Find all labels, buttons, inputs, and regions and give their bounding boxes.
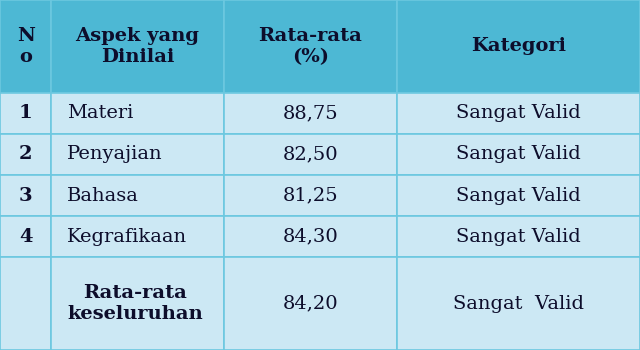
Bar: [0, 175, 51, 216]
Text: 84,20: 84,20: [283, 295, 338, 313]
Bar: [397, 175, 640, 216]
Text: Sangat Valid: Sangat Valid: [456, 228, 580, 246]
Text: 3: 3: [19, 187, 33, 204]
Bar: [397, 134, 640, 175]
Bar: [397, 0, 640, 93]
Bar: [0, 0, 51, 93]
Bar: [224, 93, 397, 134]
Text: 82,50: 82,50: [283, 146, 338, 163]
Bar: [51, 0, 224, 93]
Bar: [224, 134, 397, 175]
Text: Bahasa: Bahasa: [67, 187, 139, 204]
Bar: [51, 175, 224, 216]
Bar: [51, 216, 224, 257]
Text: Kategori: Kategori: [471, 37, 566, 55]
Bar: [224, 216, 397, 257]
Text: Sangat Valid: Sangat Valid: [456, 104, 580, 122]
Bar: [224, 257, 397, 350]
Text: 4: 4: [19, 228, 33, 246]
Bar: [51, 93, 224, 134]
Bar: [397, 257, 640, 350]
Bar: [0, 134, 51, 175]
Text: 81,25: 81,25: [283, 187, 338, 204]
Bar: [51, 257, 224, 350]
Bar: [397, 216, 640, 257]
Text: Kegrafikaan: Kegrafikaan: [67, 228, 188, 246]
Text: Rata-rata
(%): Rata-rata (%): [259, 27, 362, 66]
Bar: [224, 175, 397, 216]
Text: Sangat  Valid: Sangat Valid: [453, 295, 584, 313]
Text: Aspek yang
Dinilai: Aspek yang Dinilai: [76, 27, 200, 66]
Text: Sangat Valid: Sangat Valid: [456, 146, 580, 163]
Text: Sangat Valid: Sangat Valid: [456, 187, 580, 204]
Text: N
o: N o: [17, 27, 35, 66]
Text: Materi: Materi: [67, 104, 134, 122]
Text: 2: 2: [19, 146, 33, 163]
Text: Penyajian: Penyajian: [67, 146, 163, 163]
Text: 1: 1: [19, 104, 33, 122]
Bar: [397, 93, 640, 134]
Bar: [0, 93, 51, 134]
Bar: [0, 257, 51, 350]
Bar: [0, 216, 51, 257]
Text: 84,30: 84,30: [282, 228, 339, 246]
Bar: [51, 134, 224, 175]
Bar: [224, 0, 397, 93]
Text: Rata-rata
keseluruhan: Rata-rata keseluruhan: [67, 284, 203, 323]
Text: 88,75: 88,75: [283, 104, 338, 122]
